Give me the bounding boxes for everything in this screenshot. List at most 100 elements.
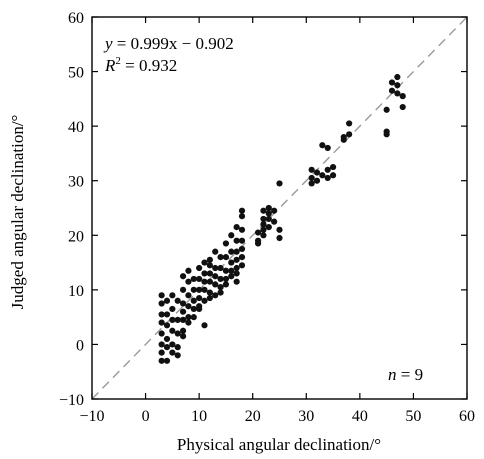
data-point [179, 316, 187, 323]
data-point [383, 106, 390, 113]
data-point [190, 297, 197, 304]
data-point [238, 245, 246, 253]
data-point [346, 120, 353, 127]
data-point [254, 240, 262, 247]
data-point [260, 215, 267, 223]
data-point [174, 352, 181, 359]
data-point [163, 322, 171, 329]
data-point [271, 207, 278, 214]
data-point [185, 314, 192, 321]
data-point [340, 136, 347, 143]
data-point [169, 292, 176, 299]
data-point [238, 226, 246, 233]
data-point [163, 335, 171, 343]
equation-lhs: y [103, 34, 113, 53]
data-point [394, 90, 401, 97]
data-point [228, 259, 235, 266]
data-point [313, 169, 321, 176]
data-point [174, 344, 181, 351]
x-tick-label: 50 [405, 408, 421, 425]
data-point [308, 180, 315, 187]
data-point [222, 254, 230, 261]
r-squared-label: R2 = 0.932 [104, 55, 177, 75]
sample-size-label: n = 9 [388, 365, 423, 384]
y-axis-title: Judged angular declination/° [8, 115, 27, 310]
data-point [206, 289, 213, 296]
data-point [206, 270, 213, 277]
data-point [196, 286, 203, 293]
data-point [308, 166, 315, 173]
plot-frame [91, 16, 468, 400]
y-tick-label: 40 [68, 119, 84, 136]
data-point [212, 264, 219, 272]
data-point [319, 142, 326, 149]
data-point [163, 344, 171, 351]
data-point [233, 224, 240, 231]
data-point [196, 305, 203, 313]
data-point [308, 174, 315, 182]
data-point [179, 327, 187, 334]
data-point [179, 273, 187, 280]
y-tick-label: 0 [76, 337, 84, 354]
data-point [324, 144, 331, 152]
data-point [238, 254, 246, 261]
data-point [217, 254, 224, 261]
data-point [163, 297, 171, 304]
data-point [169, 349, 176, 356]
data-point [158, 311, 165, 318]
y-tick-label: 30 [68, 174, 84, 191]
data-point [190, 286, 197, 293]
sample-size-symbol: n [388, 365, 397, 384]
y-tick-label: 60 [68, 10, 84, 27]
equation-rhs: = 0.999x − 0.902 [113, 34, 234, 53]
data-point [158, 349, 165, 356]
x-tick-label: 30 [298, 408, 314, 425]
data-point [212, 248, 219, 255]
data-point [319, 172, 326, 179]
y-tick-label: 10 [68, 283, 84, 300]
data-point [196, 275, 203, 283]
data-point [265, 224, 272, 231]
data-point [222, 275, 230, 283]
data-point [260, 221, 267, 228]
x-tick-label: 20 [245, 408, 261, 425]
r-squared-symbol: R [104, 56, 116, 75]
data-point [313, 177, 321, 184]
data-point [329, 163, 337, 171]
data-point [185, 278, 192, 285]
x-tick-label: 10 [191, 408, 207, 425]
data-point [265, 204, 272, 212]
data-point [163, 357, 171, 364]
data-point [238, 207, 246, 214]
r-squared-value: = 0.932 [121, 56, 177, 75]
data-point [158, 300, 165, 307]
data-point [222, 281, 230, 288]
r-squared-exponent: 2 [115, 55, 121, 67]
data-point [206, 262, 213, 269]
data-point [217, 289, 224, 296]
data-point [169, 305, 176, 313]
data-point [179, 300, 187, 307]
data-point [185, 292, 192, 299]
data-points [158, 73, 406, 364]
data-point [265, 210, 272, 217]
data-point [179, 308, 187, 315]
data-point [254, 229, 262, 236]
data-point [190, 314, 197, 321]
data-point [329, 172, 337, 179]
sample-size-value: = 9 [397, 365, 424, 384]
data-point [233, 237, 240, 244]
x-tick-label: 0 [142, 408, 150, 425]
data-point [201, 259, 208, 266]
data-point [260, 207, 267, 214]
data-point [190, 305, 197, 313]
data-point [394, 73, 401, 81]
data-point [399, 93, 406, 100]
data-point [346, 131, 353, 138]
data-point [238, 213, 246, 220]
data-point [185, 303, 192, 310]
data-point [324, 174, 331, 182]
data-point [228, 232, 235, 239]
data-point [228, 273, 235, 280]
